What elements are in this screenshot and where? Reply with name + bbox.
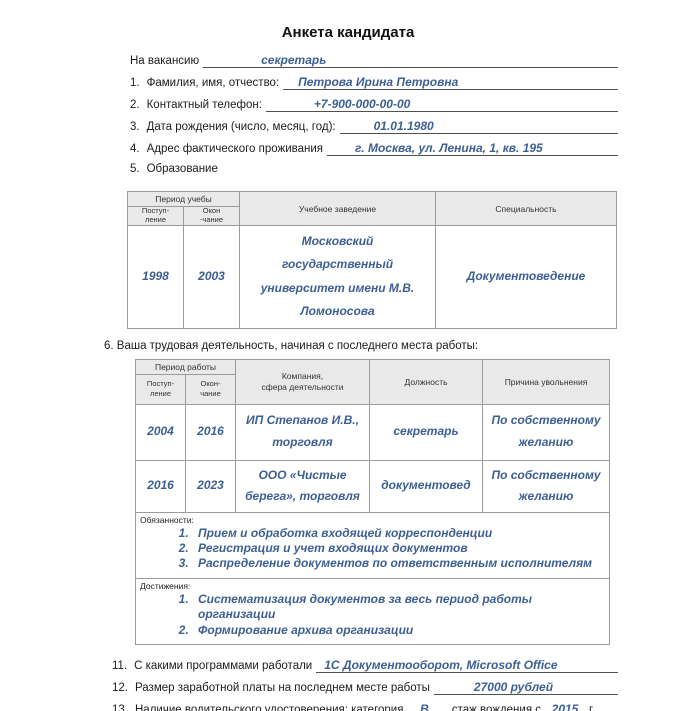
education-label: Образование [146, 163, 218, 175]
item-driver-license: 13. Наличие водительского удостоверения:… [112, 702, 618, 711]
vacancy-field[interactable]: секретарь [203, 53, 618, 68]
work-start-value[interactable]: 2016 [135, 459, 186, 513]
work-company-value[interactable]: ИП Степанов И.В., торговля [235, 403, 370, 461]
item-number: 1. [130, 77, 140, 89]
software-value: 1С Документооборот, Microsoft Office [324, 657, 558, 672]
duties-row: Обязанности: Прием и обработка входящей … [135, 511, 610, 579]
item-birthdate: 3. Дата рождения (число, месяц, год): 01… [130, 119, 618, 141]
work-end-value[interactable]: 2023 [185, 459, 236, 513]
phone-label: Контактный телефон: [146, 99, 262, 111]
achievements-label: Достижения: [140, 580, 191, 591]
salary-field[interactable]: 27000 рублей [433, 679, 618, 695]
vacancy-label: На вакансию [130, 55, 200, 67]
driving-since-value: 2015 [551, 701, 579, 711]
work-company-header: Компания, сфера деятельности [235, 358, 370, 405]
work-row: 2004 2016 ИП Степанов И.В., торговля сек… [135, 403, 610, 461]
achievement-item[interactable]: Формирование архива организации [192, 623, 603, 638]
work-period-header: Период работы [135, 358, 236, 375]
address-field[interactable]: г. Москва, ул. Ленина, 1, кв. 195 [327, 141, 618, 156]
duty-item[interactable]: Регистрация и учет входящих документов [192, 541, 603, 556]
work-position-value[interactable]: секретарь [369, 403, 483, 461]
education-specialty-header: Специальность [435, 191, 617, 226]
work-position-header: Должность [369, 358, 483, 405]
vacancy-value: секретарь [261, 53, 327, 67]
education-end-value[interactable]: 2003 [183, 225, 240, 329]
work-reason-header: Причина увольнения [482, 358, 610, 405]
duties-list: Прием и обработка входящей корреспонденц… [140, 526, 603, 572]
work-table: Период работы Компания, сфера деятельнос… [135, 358, 610, 645]
phone-value: +7-900-000-00-00 [313, 97, 411, 111]
software-label: С какими программами работали [134, 659, 313, 672]
fullname-value: Петрова Ирина Петровна [298, 75, 459, 89]
work-reason-value[interactable]: По собственному желанию [482, 459, 610, 513]
license-category-field[interactable]: В [406, 702, 442, 711]
education-end-header: Окон -чание [183, 206, 240, 226]
work-end-header: Окон- чание [185, 373, 236, 405]
birthdate-value: 01.01.1980 [373, 119, 434, 133]
education-specialty-value[interactable]: Документоведение [435, 225, 617, 329]
item-number: 12. [112, 681, 128, 694]
duties-label: Обязанности: [140, 514, 194, 525]
work-company-value[interactable]: ООО «Чистые берега», торговля [235, 459, 370, 513]
phone-field[interactable]: +7-900-000-00-00 [265, 97, 618, 112]
item-education: 5. Образование [130, 163, 618, 183]
license-category-value: В [420, 701, 429, 711]
item-number: 2. [130, 99, 140, 111]
item-number: 4. [130, 143, 140, 155]
duties-box: Обязанности: Прием и обработка входящей … [135, 511, 610, 579]
salary-value: 27000 рублей [473, 679, 554, 694]
work-start-header: Поступ- ление [135, 373, 186, 405]
item-number: 5. [130, 163, 140, 175]
work-end-value[interactable]: 2016 [185, 403, 236, 461]
fullname-field[interactable]: Петрова Ирина Петровна [283, 75, 618, 90]
achievements-box: Достижения: Систематизация документов за… [135, 577, 610, 645]
achievements-list: Систематизация документов за весь период… [140, 592, 603, 638]
fullname-label: Фамилия, имя, отчество: [146, 77, 280, 89]
driving-since-field[interactable]: 2015 [544, 702, 586, 711]
address-value: г. Москва, ул. Ленина, 1, кв. 195 [355, 141, 543, 155]
item-address: 4. Адрес фактического проживания г. Моск… [130, 141, 618, 163]
item-number: 13. [112, 703, 128, 711]
duty-item[interactable]: Прием и обработка входящей корреспонденц… [192, 526, 603, 541]
education-row: 1998 2003 Московский государственный уни… [127, 225, 617, 329]
work-position-value[interactable]: документовед [369, 459, 483, 513]
work-reason-value[interactable]: По собственному желанию [482, 403, 610, 461]
birthdate-field[interactable]: 01.01.1980 [339, 119, 618, 134]
item-fullname: 1. Фамилия, имя, отчество: Петрова Ирина… [130, 75, 618, 97]
work-row: 2016 2023 ООО «Чистые берега», торговля … [135, 459, 610, 513]
driving-since-label: , стаж вождения с [445, 703, 542, 711]
education-institution-header: Учебное заведение [239, 191, 436, 226]
license-label: Наличие водительского удостоверения: кат… [135, 703, 404, 711]
salary-label: Размер заработной платы на последнем мес… [135, 681, 430, 694]
work-section-heading: 6. Ваша трудовая деятельность, начиная с… [104, 339, 479, 352]
item-software: 11. С какими программами работали 1С Док… [112, 658, 618, 680]
achievement-item[interactable]: Систематизация документов за весь период… [192, 592, 603, 623]
birthdate-label: Дата рождения (число, месяц, год): [146, 121, 336, 133]
item-number: 11. [112, 659, 128, 672]
education-period-header: Период учебы [127, 191, 240, 207]
page-title: Анкета кандидата [281, 24, 415, 41]
work-start-value[interactable]: 2004 [135, 403, 186, 461]
address-label: Адрес фактического проживания [146, 143, 324, 155]
item-number: 3. [130, 121, 140, 133]
duty-item[interactable]: Распределение документов по ответственны… [192, 556, 603, 571]
bottom-items: 11. С какими программами работали 1С Док… [78, 658, 618, 711]
education-table: Период учебы Учебное заведение Специальн… [127, 191, 617, 329]
achievements-row: Достижения: Систематизация документов за… [135, 577, 610, 645]
year-suffix-label: г. [589, 703, 596, 711]
item-phone: 2. Контактный телефон: +7-900-000-00-00 [130, 97, 618, 119]
vacancy-row: На вакансию секретарь [130, 53, 618, 75]
education-start-value[interactable]: 1998 [127, 225, 184, 329]
education-institution-value[interactable]: Московский государственный университет и… [239, 225, 436, 329]
item-salary: 12. Размер заработной платы на последнем… [112, 680, 618, 702]
software-field[interactable]: 1С Документооборот, Microsoft Office [316, 658, 618, 673]
education-start-header: Поступ- ление [127, 206, 184, 226]
